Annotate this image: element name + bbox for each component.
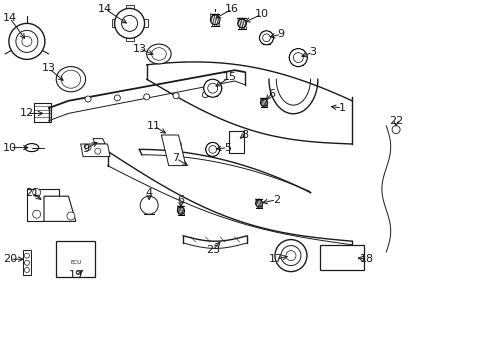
Text: 17: 17 — [269, 254, 283, 264]
Circle shape — [391, 126, 399, 134]
Text: 13: 13 — [132, 44, 146, 54]
Ellipse shape — [25, 144, 39, 152]
Text: 6: 6 — [267, 89, 274, 99]
Circle shape — [122, 15, 137, 31]
Circle shape — [95, 148, 101, 154]
Circle shape — [33, 210, 41, 218]
Circle shape — [237, 19, 246, 28]
Circle shape — [22, 36, 32, 46]
Circle shape — [207, 83, 217, 93]
Text: 14: 14 — [3, 13, 17, 23]
Text: 22: 22 — [388, 116, 403, 126]
Circle shape — [289, 49, 306, 67]
Circle shape — [85, 96, 91, 102]
Text: 8: 8 — [241, 130, 247, 140]
Circle shape — [255, 200, 262, 207]
Polygon shape — [44, 196, 76, 221]
Circle shape — [24, 260, 29, 265]
Bar — [125, 5, 133, 13]
FancyBboxPatch shape — [23, 250, 31, 275]
Circle shape — [33, 189, 41, 197]
Circle shape — [293, 53, 303, 63]
FancyBboxPatch shape — [320, 245, 364, 270]
Text: 7: 7 — [172, 153, 179, 163]
Circle shape — [210, 15, 220, 24]
Text: 13: 13 — [42, 63, 56, 73]
Text: 18: 18 — [359, 254, 373, 264]
Polygon shape — [93, 139, 105, 144]
Text: 20: 20 — [3, 254, 17, 264]
Ellipse shape — [56, 67, 85, 92]
Circle shape — [208, 145, 216, 153]
Circle shape — [24, 253, 29, 258]
Text: 6: 6 — [177, 195, 184, 205]
Circle shape — [114, 95, 120, 101]
Circle shape — [203, 79, 221, 97]
Text: 3: 3 — [309, 47, 316, 57]
FancyBboxPatch shape — [34, 103, 51, 122]
Circle shape — [202, 92, 208, 98]
FancyBboxPatch shape — [228, 131, 243, 153]
Circle shape — [259, 31, 273, 45]
Ellipse shape — [61, 70, 81, 88]
Circle shape — [285, 251, 295, 261]
Bar — [139, 19, 147, 27]
Text: 12: 12 — [20, 108, 34, 118]
Text: 10: 10 — [3, 143, 17, 153]
Text: 2: 2 — [272, 195, 279, 205]
Text: 9: 9 — [82, 144, 89, 154]
Text: ECU: ECU — [70, 260, 81, 265]
Circle shape — [173, 93, 179, 99]
Circle shape — [177, 207, 184, 214]
Text: 15: 15 — [223, 72, 236, 82]
Circle shape — [260, 99, 267, 106]
Circle shape — [16, 30, 38, 53]
Ellipse shape — [151, 48, 166, 60]
Circle shape — [24, 267, 29, 273]
Ellipse shape — [146, 44, 171, 64]
Text: 5: 5 — [224, 143, 230, 153]
Circle shape — [205, 143, 219, 156]
Text: 21: 21 — [25, 188, 39, 198]
Circle shape — [281, 246, 300, 266]
Polygon shape — [27, 189, 59, 221]
Text: 16: 16 — [225, 4, 239, 14]
Circle shape — [262, 34, 270, 42]
Polygon shape — [161, 135, 185, 166]
Circle shape — [67, 212, 75, 220]
Text: 1: 1 — [338, 103, 345, 113]
Text: 9: 9 — [277, 29, 284, 39]
Circle shape — [9, 23, 45, 59]
Circle shape — [114, 8, 144, 39]
Bar — [111, 19, 120, 27]
Text: 10: 10 — [254, 9, 268, 19]
Text: 23: 23 — [205, 245, 219, 255]
Text: 19: 19 — [69, 270, 82, 280]
Circle shape — [85, 145, 91, 150]
Text: 11: 11 — [147, 121, 161, 131]
Circle shape — [274, 240, 306, 271]
Polygon shape — [81, 144, 110, 157]
FancyBboxPatch shape — [56, 241, 95, 277]
Bar — [125, 33, 133, 41]
Text: 4: 4 — [145, 188, 152, 198]
Circle shape — [140, 196, 158, 214]
Text: 14: 14 — [98, 4, 112, 14]
Circle shape — [143, 94, 149, 100]
